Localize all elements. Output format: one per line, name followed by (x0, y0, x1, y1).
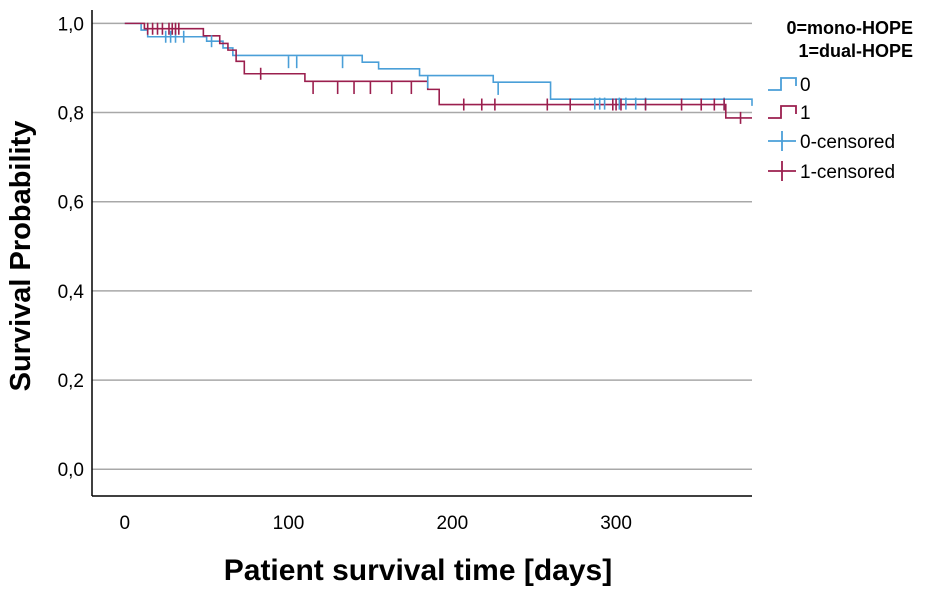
legend-label: 0-censored (800, 132, 895, 153)
legend-title-line-1: 0=mono-HOPE (786, 18, 913, 38)
legend-swatch-series-1 (768, 105, 797, 119)
legend-swatch-series-0 (768, 77, 797, 91)
y-tick-label: 0,2 (58, 371, 84, 392)
y-tick-label: 0,4 (58, 282, 85, 303)
legend-label: 1-censored (800, 162, 895, 183)
x-axis-title: Patient survival time [days] (224, 554, 612, 587)
axes (91, 10, 752, 497)
y-axis-title: Survival Probability (5, 121, 37, 392)
y-tick-label: 0,8 (58, 104, 84, 125)
x-tick-label: 200 (436, 513, 468, 534)
y-tick-label: 0,0 (58, 460, 84, 481)
legend-entries: 0 1 0-censored 1-censored (768, 75, 895, 183)
y-tick-label: 0,6 (58, 193, 84, 214)
x-tick-label: 300 (600, 513, 632, 534)
series (124, 22, 753, 119)
x-tick-labels: 0 100 200 300 (119, 513, 631, 534)
y-tick-labels: 0,0 0,2 0,4 0,6 0,8 1,0 (58, 14, 85, 481)
y-tick-label: 1,0 (58, 14, 84, 35)
x-tick-label: 100 (273, 513, 305, 534)
legend-title-line-2: 1=dual-HOPE (798, 41, 913, 61)
gridlines (92, 22, 752, 470)
legend: 0=mono-HOPE 1=dual-HOPE 0 1 0-censored 1-ce… (768, 18, 913, 183)
legend-label: 1 (800, 103, 811, 124)
censor-marks (146, 22, 742, 124)
x-tick-label: 0 (119, 513, 130, 534)
legend-label: 0 (800, 75, 811, 96)
series-1-line (124, 22, 752, 119)
series-0-line (124, 22, 753, 106)
